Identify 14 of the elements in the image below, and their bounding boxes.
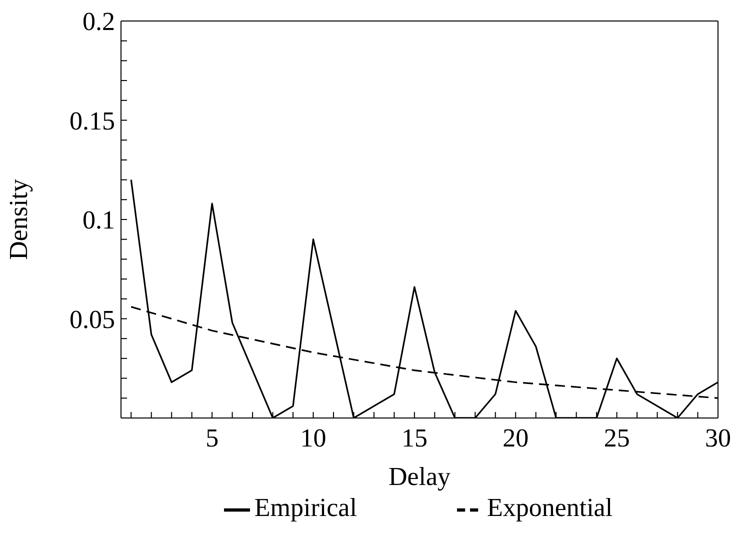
y-axis-title: Density: [4, 179, 34, 260]
x-tick-label: 25: [604, 423, 630, 452]
legend-label: Empirical: [254, 492, 357, 522]
x-tick-label: 5: [206, 423, 219, 452]
y-tick-label: 0.2: [82, 7, 115, 36]
y-tick-label: 0.15: [70, 106, 115, 136]
x-axis-title: Delay: [388, 462, 451, 491]
x-tick-label: 15: [401, 423, 428, 452]
legend-label: Exponential: [486, 492, 613, 522]
x-tick-label: 30: [705, 423, 731, 452]
x-tick-label: 20: [502, 423, 529, 452]
x-tick-label: 10: [300, 423, 326, 452]
y-tick-label: 0.1: [82, 206, 115, 235]
y-tick-label: 0.05: [70, 304, 115, 334]
